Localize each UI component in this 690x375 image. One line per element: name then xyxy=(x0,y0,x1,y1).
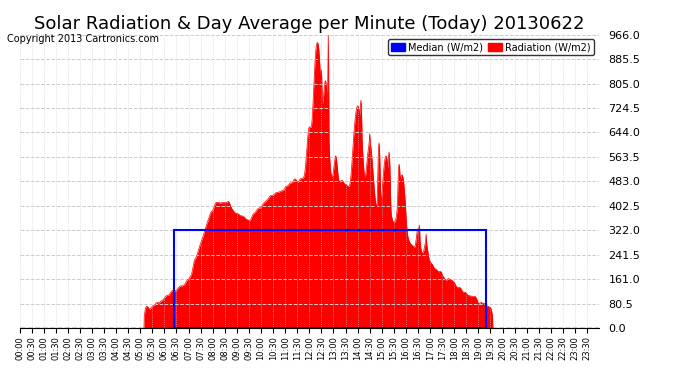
Text: Copyright 2013 Cartronics.com: Copyright 2013 Cartronics.com xyxy=(7,34,159,44)
Legend: Median (W/m2), Radiation (W/m2): Median (W/m2), Radiation (W/m2) xyxy=(388,39,594,55)
Title: Solar Radiation & Day Average per Minute (Today) 20130622: Solar Radiation & Day Average per Minute… xyxy=(34,15,584,33)
Bar xyxy=(175,230,486,328)
